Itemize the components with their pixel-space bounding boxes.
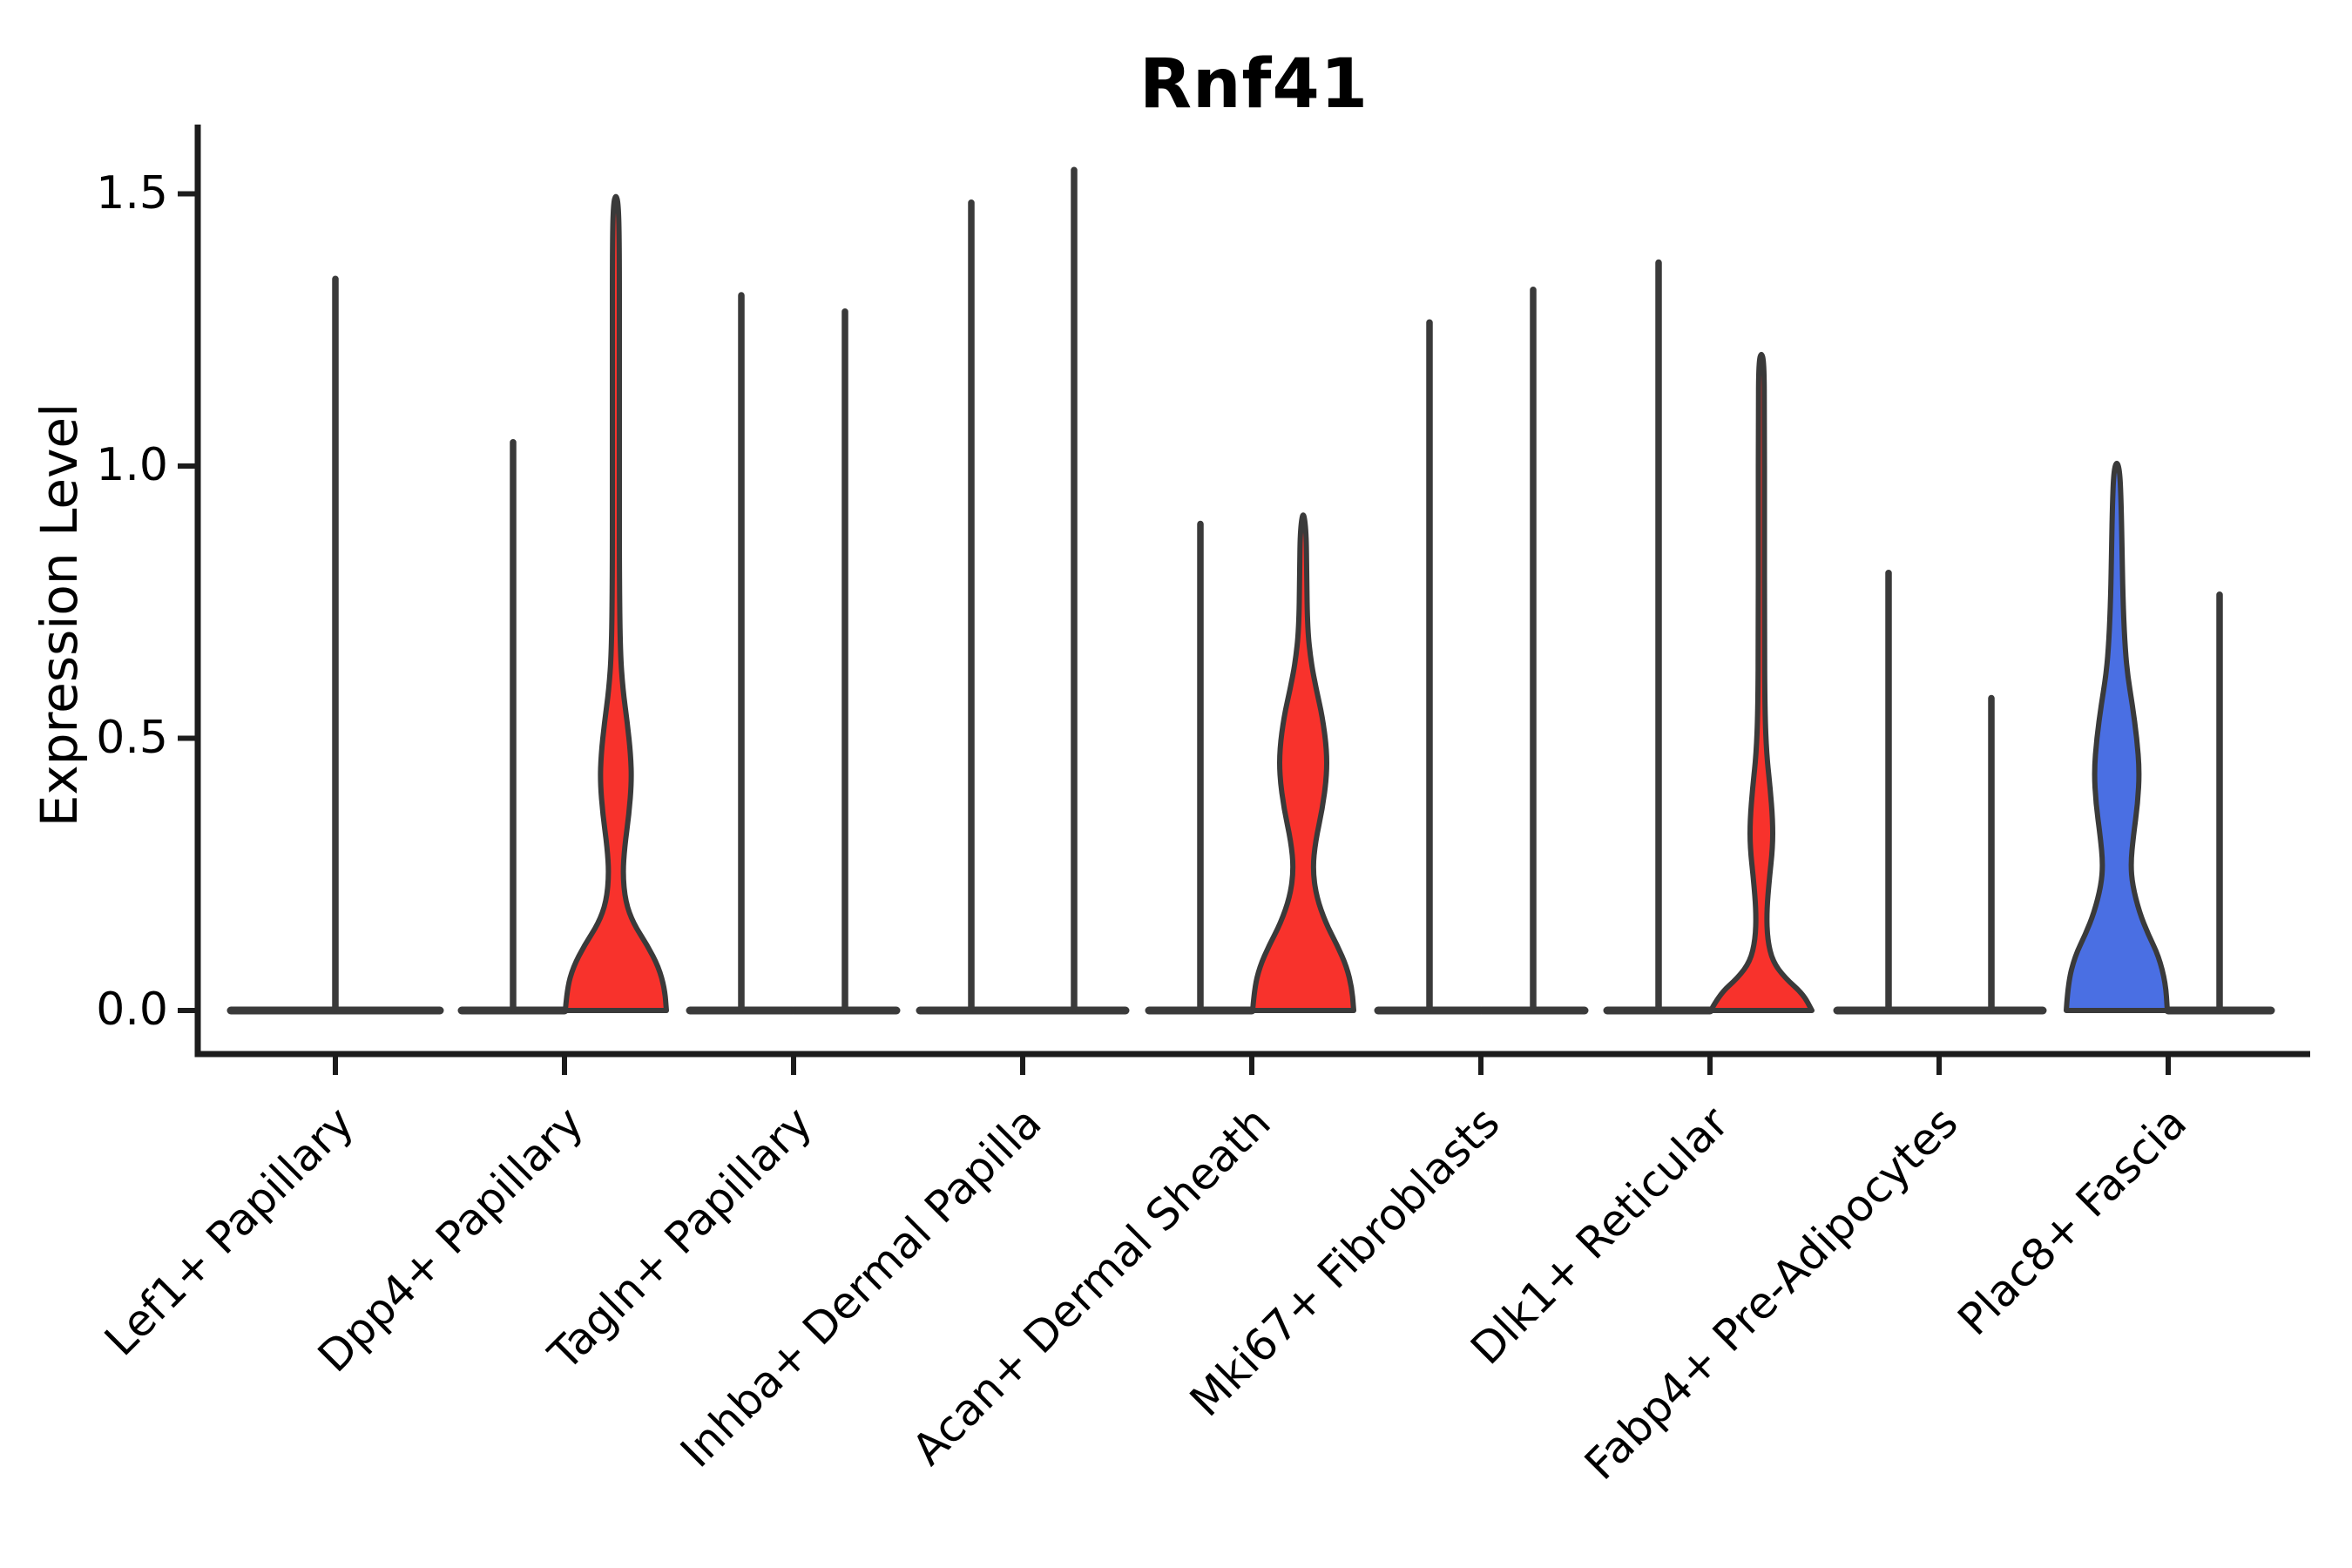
- cell-point: [1197, 632, 1204, 639]
- cell-point: [1988, 860, 1995, 867]
- y-tick-label: 1.0: [96, 439, 168, 491]
- violin-shape: [2064, 460, 2170, 1013]
- violin-shape: [563, 193, 669, 1013]
- cell-point: [1197, 735, 1204, 741]
- y-tick-label: 1.5: [96, 166, 168, 220]
- cell-point: [1197, 860, 1204, 867]
- cell-point: [1988, 915, 1995, 922]
- cell-point: [1197, 794, 1204, 801]
- plot-title: Rnf41: [1139, 45, 1369, 124]
- y-tick-label: 0.5: [96, 711, 168, 764]
- y-tick-label: 0.0: [96, 983, 168, 1036]
- violin-shape: [1708, 351, 1815, 1013]
- cell-point: [1988, 893, 1995, 900]
- cell-point: [1197, 779, 1204, 785]
- cell-point: [1197, 713, 1204, 720]
- cell-point: [1988, 844, 1995, 850]
- cell-point: [1988, 825, 1995, 832]
- violin-shape: [1250, 512, 1356, 1013]
- cell-point: [1988, 729, 1995, 736]
- cell-point: [1197, 844, 1204, 850]
- cell-point: [1988, 931, 1995, 937]
- cell-point: [1197, 871, 1204, 878]
